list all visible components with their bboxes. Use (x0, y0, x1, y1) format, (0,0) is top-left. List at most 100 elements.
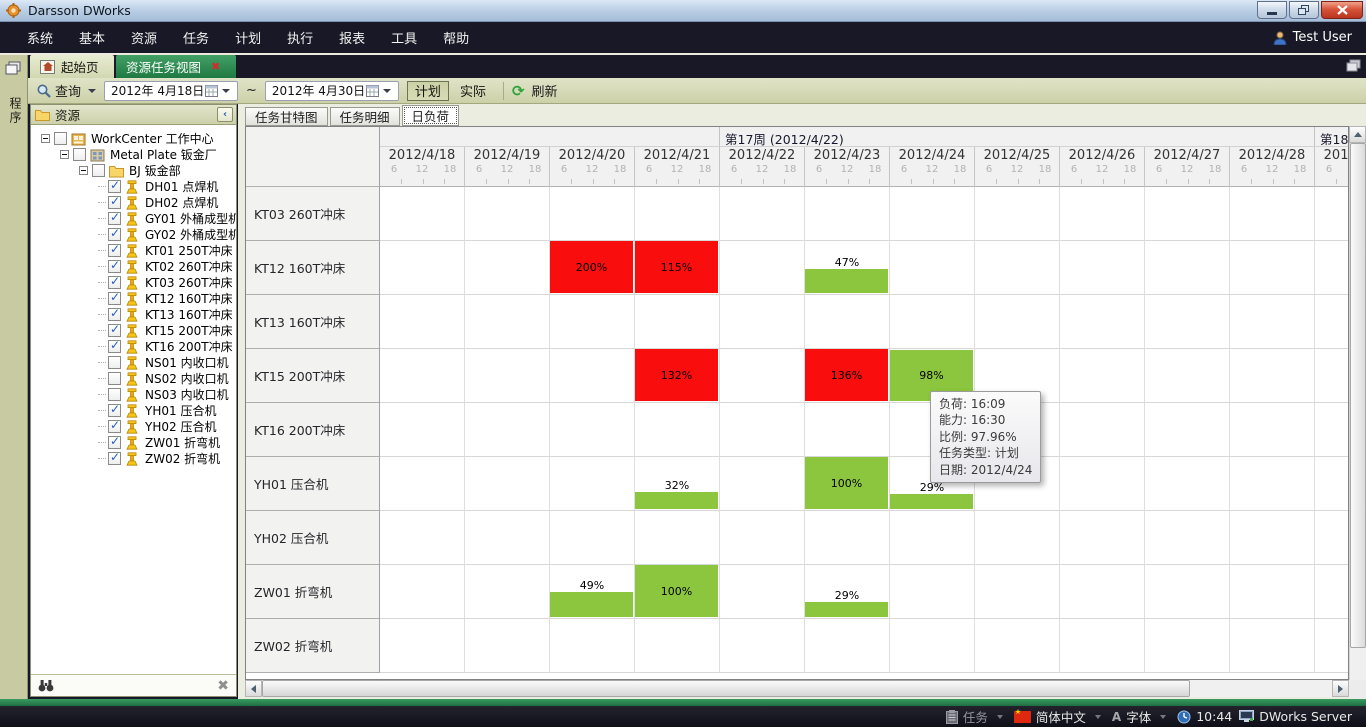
load-cell-ZW01-2012/4/25[interactable] (975, 565, 1060, 619)
load-cell-KT16-2012/4/28[interactable] (1230, 403, 1315, 457)
load-cell-YH02-2012/4/26[interactable] (1060, 511, 1145, 565)
load-cell-ZW01-2012/4/24[interactable] (890, 565, 975, 619)
load-cell-ZW02-2012/4/21[interactable] (635, 619, 720, 673)
actual-toggle-button[interactable]: 实际 (459, 85, 486, 100)
tree-checkbox[interactable] (108, 322, 121, 337)
load-cell-YH02-2012/4/20[interactable] (550, 511, 635, 565)
load-cell-YH02-2012/4/23[interactable] (805, 511, 890, 565)
menu-item-7[interactable]: 工具 (391, 32, 418, 47)
tree-checkbox[interactable] (108, 387, 121, 401)
load-cell-KT03-2012/4/23[interactable] (805, 187, 890, 241)
load-cell-KT12-2012/4/22[interactable] (720, 241, 805, 295)
load-cell-KT13-2012/4/24[interactable] (890, 295, 975, 349)
tree-item-KT02[interactable]: KT02 260T冲床 (31, 258, 236, 274)
load-cell-YH02-2012/4/27[interactable] (1145, 511, 1230, 565)
scroll-left-button[interactable] (245, 680, 262, 697)
program-panel-icon[interactable] (5, 61, 22, 76)
load-cell-ZW02-2012/4/20[interactable] (550, 619, 635, 673)
load-cell-ZW02-2012/4/18[interactable] (380, 619, 465, 673)
load-bar[interactable] (805, 602, 888, 617)
date-from-caret[interactable] (222, 88, 231, 93)
load-cell-KT16-2012/4/18[interactable] (380, 403, 465, 457)
view-tab-1[interactable]: 任务明细 (329, 107, 400, 126)
load-cell-ZW01-2012/4/19[interactable] (465, 565, 550, 619)
horizontal-scrollbar[interactable] (245, 680, 1349, 697)
load-cell-KT15-2012/4/23[interactable]: 136% (805, 349, 890, 403)
status-tasks[interactable]: 任务 (945, 707, 1007, 726)
vertical-scroll-thumb[interactable] (1350, 143, 1366, 648)
load-cell-KT15-2012/4/18[interactable] (380, 349, 465, 403)
date-from-field[interactable]: 2012年 4月18日 ​ (104, 80, 239, 101)
load-cell-KT12-2012/4/18[interactable] (380, 241, 465, 295)
minimize-button[interactable] (1257, 1, 1287, 19)
load-cell-YH01-2012/4/27[interactable] (1145, 457, 1230, 511)
load-cell-KT15-2012/4/21[interactable]: 132% (635, 349, 720, 403)
view-tab-0[interactable]: 任务甘特图 (245, 107, 328, 126)
load-cell-YH02-2012/4/19[interactable] (465, 511, 550, 565)
tree-checkbox[interactable] (108, 371, 121, 385)
tree-item-YH01[interactable]: YH01 压合机 (31, 402, 236, 418)
load-cell-YH02-2012/4/18[interactable] (380, 511, 465, 565)
load-cell-KT13-2012/4/28[interactable] (1230, 295, 1315, 349)
load-bar[interactable]: 100% (635, 565, 718, 617)
tree-item-KT16[interactable]: KT16 200T冲床 (31, 338, 236, 354)
load-cell-KT15-2012/4/29[interactable] (1315, 349, 1348, 403)
menu-item-0[interactable]: 系统 (27, 32, 54, 47)
calendar-icon[interactable] (365, 84, 379, 97)
status-font[interactable]: A 字体 (1112, 707, 1170, 726)
tree-item-NS03[interactable]: NS03 内收口机 (31, 386, 236, 402)
load-bar[interactable] (890, 494, 973, 509)
load-cell-YH01-2012/4/29[interactable] (1315, 457, 1348, 511)
load-cell-YH02-2012/4/29[interactable] (1315, 511, 1348, 565)
refresh-button[interactable]: 刷新 (531, 85, 558, 100)
load-cell-YH01-2012/4/20[interactable] (550, 457, 635, 511)
tree-expander[interactable] (41, 133, 50, 143)
tree-checkbox[interactable] (108, 226, 121, 241)
load-bar[interactable]: 200% (550, 241, 633, 293)
status-server[interactable]: DWorks Server (1239, 709, 1352, 724)
view-tab-2[interactable]: 日负荷 (401, 105, 460, 126)
restore-button[interactable] (1289, 1, 1319, 19)
load-cell-KT13-2012/4/27[interactable] (1145, 295, 1230, 349)
tree-checkbox[interactable] (108, 242, 121, 257)
windows-cascade-icon[interactable] (1346, 59, 1361, 73)
tree-item-BJ[interactable]: BJ 钣金部 (31, 162, 236, 178)
tree-item-YH02[interactable]: YH02 压合机 (31, 418, 236, 434)
tree-checkbox[interactable] (108, 194, 121, 209)
tab-resource-task-view[interactable]: 资源任务视图 ✖ (116, 55, 236, 78)
load-cell-YH01-2012/4/22[interactable] (720, 457, 805, 511)
load-cell-KT13-2012/4/19[interactable] (465, 295, 550, 349)
load-cell-KT03-2012/4/21[interactable] (635, 187, 720, 241)
date-to-field[interactable]: 2012年 4月30日 (264, 80, 399, 101)
load-cell-ZW01-2012/4/22[interactable] (720, 565, 805, 619)
load-cell-KT16-2012/4/21[interactable] (635, 403, 720, 457)
load-bar[interactable]: 136% (805, 349, 888, 401)
menu-item-6[interactable]: 报表 (339, 32, 366, 47)
tree-item-DH02[interactable]: DH02 点焊机 (31, 194, 236, 210)
load-cell-KT15-2012/4/28[interactable] (1230, 349, 1315, 403)
load-bar[interactable] (635, 492, 718, 509)
load-bar[interactable]: 115% (635, 241, 718, 293)
vertical-scrollbar[interactable] (1349, 126, 1366, 697)
load-cell-ZW02-2012/4/28[interactable] (1230, 619, 1315, 673)
load-cell-ZW02-2012/4/29[interactable] (1315, 619, 1348, 673)
tree-checkbox[interactable] (54, 131, 67, 145)
load-cell-ZW02-2012/4/24[interactable] (890, 619, 975, 673)
load-cell-KT12-2012/4/23[interactable]: 47% (805, 241, 890, 295)
binoculars-icon[interactable] (38, 679, 54, 692)
scroll-up-button[interactable] (1349, 126, 1366, 143)
tree-checkbox[interactable] (108, 274, 121, 289)
tree-item-KT12[interactable]: KT12 160T冲床 (31, 290, 236, 306)
load-cell-ZW02-2012/4/22[interactable] (720, 619, 805, 673)
tree-checkbox[interactable] (108, 178, 121, 193)
load-cell-KT12-2012/4/26[interactable] (1060, 241, 1145, 295)
menu-item-1[interactable]: 基本 (79, 32, 106, 47)
close-button[interactable] (1321, 1, 1363, 19)
load-cell-YH01-2012/4/21[interactable]: 32% (635, 457, 720, 511)
load-cell-ZW01-2012/4/21[interactable]: 100% (635, 565, 720, 619)
tree-checkbox[interactable] (108, 402, 121, 417)
load-cell-YH01-2012/4/19[interactable] (465, 457, 550, 511)
tree-checkbox[interactable] (108, 434, 121, 449)
tree-checkbox[interactable] (108, 210, 121, 225)
load-cell-KT15-2012/4/22[interactable] (720, 349, 805, 403)
